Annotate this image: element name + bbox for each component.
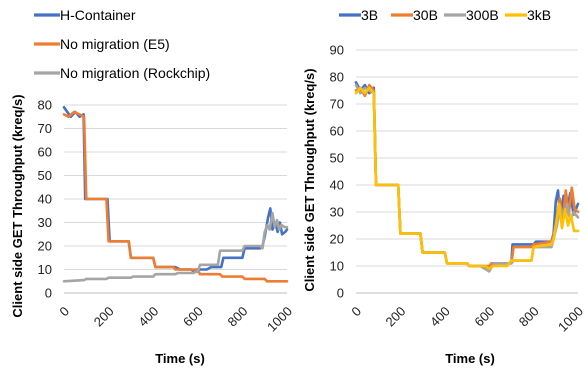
y-tick-label: 20 — [330, 232, 344, 247]
y-tick-label: 40 — [330, 178, 344, 193]
series-line-3kb — [354, 86, 580, 270]
y-axis-title: Client side GET Throughput (kreq/s) — [302, 68, 317, 291]
legend: 3B 30B 300B 3kB — [339, 7, 551, 23]
x-tick-label: 600 — [471, 304, 497, 330]
series-line-3b — [354, 81, 580, 270]
y-tick-label: 30 — [330, 205, 344, 220]
y-tick-label: 20 — [38, 239, 52, 254]
x-axis-title: Time (s) — [155, 351, 205, 366]
x-tick-label: 1000 — [264, 304, 295, 335]
y-tick-label: 70 — [38, 121, 52, 136]
y-tick-label: 80 — [38, 98, 52, 113]
right-chart: 0 10 20 30 40 50 60 70 80 90 0 200 400 600 800 1000 Clie… — [302, 7, 584, 366]
x-tick-label: 0 — [56, 304, 72, 320]
legend-entry: No migration (E5) — [60, 36, 170, 52]
x-tick-label: 600 — [180, 304, 206, 330]
legend-entry: No migration (Rockchip) — [60, 65, 210, 81]
y-tick-label: 60 — [38, 145, 52, 160]
y-tick-label: 0 — [45, 286, 52, 301]
x-tick-label: 0 — [348, 304, 364, 320]
legend-entry: 3kB — [527, 7, 551, 23]
y-tick-label: 70 — [330, 97, 344, 112]
y-tick-label: 90 — [330, 43, 344, 58]
legend-entry: 300B — [466, 7, 499, 23]
x-tick-label: 200 — [383, 304, 409, 330]
y-tick-label: 10 — [330, 259, 344, 274]
x-tick-label: 800 — [225, 304, 251, 330]
legend-entry: 3B — [361, 7, 378, 23]
y-axis-title: Client side GET Throughput (kreq/s) — [10, 94, 25, 317]
legend-entry: 30B — [413, 7, 438, 23]
x-tick-label: 1000 — [555, 304, 584, 335]
x-tick-label: 200 — [91, 304, 117, 330]
legend: H-Container No migration (E5) No migration… — [34, 7, 210, 81]
y-tick-label: 50 — [38, 168, 52, 183]
legend-entry: H-Container — [60, 7, 136, 23]
y-tick-label: 30 — [38, 215, 52, 230]
y-tick-label: 80 — [330, 70, 344, 85]
y-tick-label: 10 — [38, 262, 52, 277]
x-axis-title: Time (s) — [445, 351, 495, 366]
x-tick-label: 400 — [135, 304, 161, 330]
series-line-no-migration-e5 — [62, 110, 289, 283]
y-tick-label: 0 — [337, 286, 344, 301]
y-tick-label: 60 — [330, 124, 344, 139]
series-line-no-migration-rockchip — [62, 211, 289, 283]
x-tick-label: 800 — [516, 304, 542, 330]
x-tick-label: 400 — [427, 304, 453, 330]
y-tick-label: 40 — [38, 192, 52, 207]
y-tick-label: 50 — [330, 151, 344, 166]
